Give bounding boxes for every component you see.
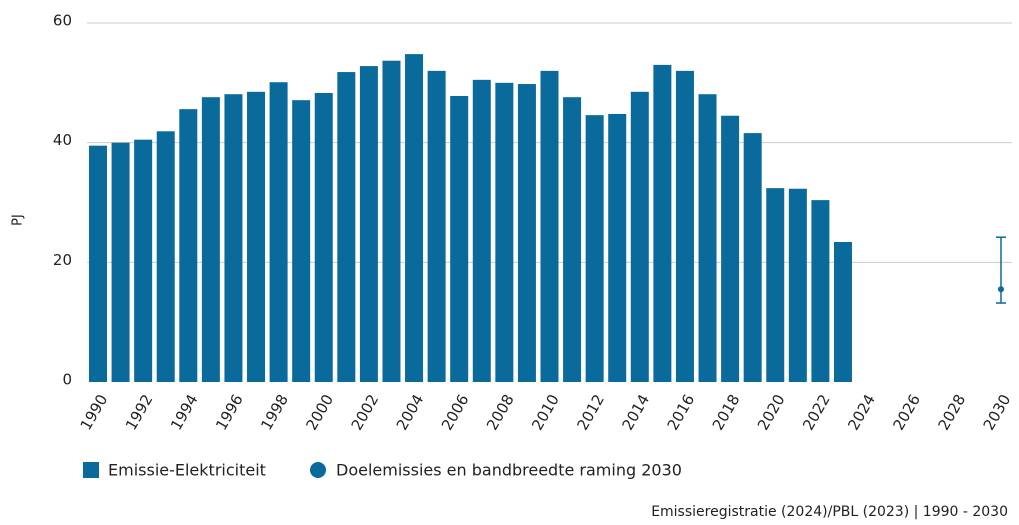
bar	[653, 64, 672, 382]
y-tick-label: 60	[53, 12, 72, 30]
y-tick-label: 20	[53, 251, 72, 269]
x-tick-label: 2014	[618, 391, 653, 433]
legend-swatch	[310, 462, 326, 478]
x-tick-label: 2030	[980, 391, 1015, 433]
x-tick-label: 2016	[664, 391, 699, 433]
bar	[89, 145, 107, 382]
x-tick-label: 2006	[438, 391, 473, 433]
bar	[427, 70, 446, 382]
x-tick-label: 2024	[844, 391, 879, 433]
bar	[630, 91, 649, 382]
bar	[608, 113, 627, 383]
bar	[675, 70, 694, 382]
bar	[382, 60, 401, 382]
x-tick-label: 2018	[709, 391, 744, 433]
bar	[156, 131, 175, 382]
source: Emissieregistratie (2024)/PBL (2023) | 1…	[651, 504, 1008, 520]
x-tick-label: 1994	[167, 391, 202, 433]
bar	[111, 142, 130, 382]
bar	[833, 241, 852, 382]
y-tick-label: 0	[62, 371, 72, 389]
x-tick-label: 2028	[935, 391, 970, 433]
x-tick-label: 2010	[528, 391, 563, 433]
bar	[788, 188, 807, 382]
bar	[201, 97, 220, 383]
x-tick-label: 2008	[483, 391, 518, 433]
x-tick-label: 1990	[77, 391, 112, 433]
bar	[766, 188, 785, 382]
bar	[359, 66, 378, 382]
bar	[472, 79, 491, 382]
target-point	[998, 286, 1004, 293]
bar	[247, 91, 266, 382]
bar	[585, 115, 604, 382]
bar	[314, 93, 333, 382]
bar	[563, 97, 582, 383]
x-tick-label: 1996	[212, 391, 247, 433]
bar	[179, 109, 198, 382]
x-tick-label: 1998	[257, 391, 292, 433]
bar	[721, 115, 740, 382]
bar	[743, 133, 762, 382]
bar	[540, 70, 559, 382]
bar	[495, 82, 514, 382]
bar	[224, 94, 243, 383]
legend-label: Doelemissies en bandbreedte raming 2030	[336, 461, 682, 480]
bar	[292, 100, 311, 382]
y-axis-label: PJ	[11, 214, 26, 226]
bar	[134, 139, 153, 382]
y-tick-label: 40	[53, 131, 72, 149]
x-tick-label: 2012	[573, 391, 608, 433]
bar	[517, 84, 536, 382]
x-tick-label: 2026	[889, 391, 924, 433]
bar	[450, 95, 469, 382]
bar	[811, 200, 830, 382]
x-tick-label: 2000	[302, 391, 337, 433]
x-tick-label: 2022	[799, 391, 834, 433]
x-tick-label: 1992	[122, 391, 157, 433]
bar	[269, 82, 288, 383]
bar	[337, 72, 356, 383]
legend-label: Emissie-Elektriciteit	[108, 461, 266, 480]
bar	[405, 54, 424, 382]
x-tick-label: 2002	[348, 391, 383, 433]
x-tick-label: 2020	[754, 391, 789, 433]
legend-swatch	[83, 462, 99, 478]
bar	[698, 94, 717, 383]
x-tick-label: 2004	[393, 391, 428, 433]
